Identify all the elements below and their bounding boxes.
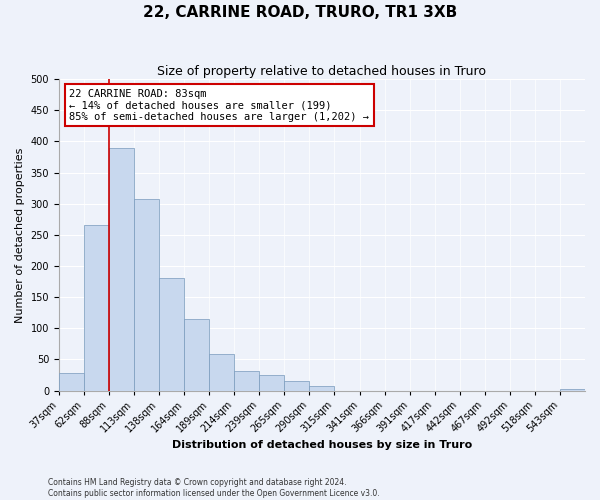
Bar: [134, 198, 159, 390]
Text: 22 CARRINE ROAD: 83sqm
← 14% of detached houses are smaller (199)
85% of semi-de: 22 CARRINE ROAD: 83sqm ← 14% of detached…: [70, 88, 370, 122]
Bar: [234, 370, 259, 390]
Bar: [284, 381, 310, 390]
Bar: [259, 375, 284, 390]
Text: Contains HM Land Registry data © Crown copyright and database right 2024.
Contai: Contains HM Land Registry data © Crown c…: [48, 478, 380, 498]
Bar: [184, 319, 209, 390]
Bar: [159, 278, 184, 390]
Bar: [209, 354, 234, 390]
Y-axis label: Number of detached properties: Number of detached properties: [15, 147, 25, 322]
Bar: [84, 226, 109, 390]
Bar: [59, 373, 84, 390]
Bar: [310, 386, 334, 390]
Bar: [109, 148, 134, 390]
Text: 22, CARRINE ROAD, TRURO, TR1 3XB: 22, CARRINE ROAD, TRURO, TR1 3XB: [143, 5, 457, 20]
X-axis label: Distribution of detached houses by size in Truro: Distribution of detached houses by size …: [172, 440, 472, 450]
Title: Size of property relative to detached houses in Truro: Size of property relative to detached ho…: [157, 65, 487, 78]
